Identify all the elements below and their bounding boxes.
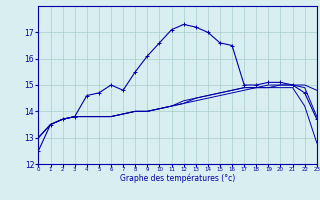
X-axis label: Graphe des températures (°c): Graphe des températures (°c) [120, 174, 235, 183]
